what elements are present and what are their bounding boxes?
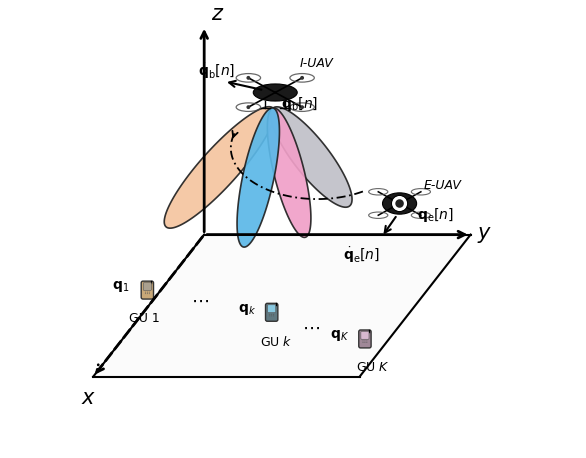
Circle shape <box>396 199 404 208</box>
Text: $x$: $x$ <box>81 388 96 408</box>
FancyBboxPatch shape <box>361 332 369 339</box>
Circle shape <box>147 293 148 294</box>
Polygon shape <box>271 107 352 207</box>
Text: $\mathbf{q}_{K}$: $\mathbf{q}_{K}$ <box>331 328 349 344</box>
Text: $y$: $y$ <box>477 224 492 245</box>
Ellipse shape <box>383 193 417 214</box>
Text: GU 1: GU 1 <box>129 312 159 325</box>
Text: GU $k$: GU $k$ <box>260 334 292 349</box>
Text: $\cdots$: $\cdots$ <box>191 292 209 310</box>
FancyBboxPatch shape <box>268 305 276 313</box>
Circle shape <box>366 340 367 341</box>
Circle shape <box>149 292 150 293</box>
Text: $\dot{\mathbf{q}}_{\mathrm{e}}[n]$: $\dot{\mathbf{q}}_{\mathrm{e}}[n]$ <box>343 245 380 265</box>
Text: $\mathbf{q}_{\mathrm{e}}[n]$: $\mathbf{q}_{\mathrm{e}}[n]$ <box>417 206 454 224</box>
Circle shape <box>149 293 150 294</box>
Circle shape <box>300 76 304 80</box>
Circle shape <box>145 293 146 294</box>
Polygon shape <box>237 108 280 247</box>
Text: GU $K$: GU $K$ <box>356 361 390 374</box>
FancyBboxPatch shape <box>359 330 371 348</box>
Text: E-UAV: E-UAV <box>424 179 462 192</box>
FancyBboxPatch shape <box>265 303 278 321</box>
Polygon shape <box>93 234 471 376</box>
Text: $\cdots$: $\cdots$ <box>302 319 320 337</box>
Polygon shape <box>267 108 311 237</box>
Polygon shape <box>164 107 275 228</box>
Circle shape <box>247 76 250 80</box>
Circle shape <box>300 105 304 109</box>
Circle shape <box>145 292 146 293</box>
Circle shape <box>364 340 366 341</box>
Circle shape <box>147 292 148 293</box>
Circle shape <box>247 105 250 109</box>
Text: $\dot{\mathbf{q}}_{\mathrm{b}}[n]$: $\dot{\mathbf{q}}_{\mathrm{b}}[n]$ <box>197 61 234 81</box>
Circle shape <box>364 342 366 343</box>
Ellipse shape <box>253 84 297 101</box>
Circle shape <box>391 196 408 212</box>
FancyBboxPatch shape <box>141 281 154 299</box>
Circle shape <box>271 314 272 315</box>
Circle shape <box>366 342 367 343</box>
FancyBboxPatch shape <box>144 283 151 290</box>
Text: $\mathbf{q}_{\mathrm{b}}[n]$: $\mathbf{q}_{\mathrm{b}}[n]$ <box>281 95 318 113</box>
Text: I-UAV: I-UAV <box>299 57 333 70</box>
Text: $\mathbf{q}_{k}$: $\mathbf{q}_{k}$ <box>238 302 256 316</box>
Circle shape <box>273 314 274 315</box>
Text: $\mathbf{q}_{1}$: $\mathbf{q}_{1}$ <box>113 279 130 294</box>
Text: $z$: $z$ <box>211 4 224 24</box>
